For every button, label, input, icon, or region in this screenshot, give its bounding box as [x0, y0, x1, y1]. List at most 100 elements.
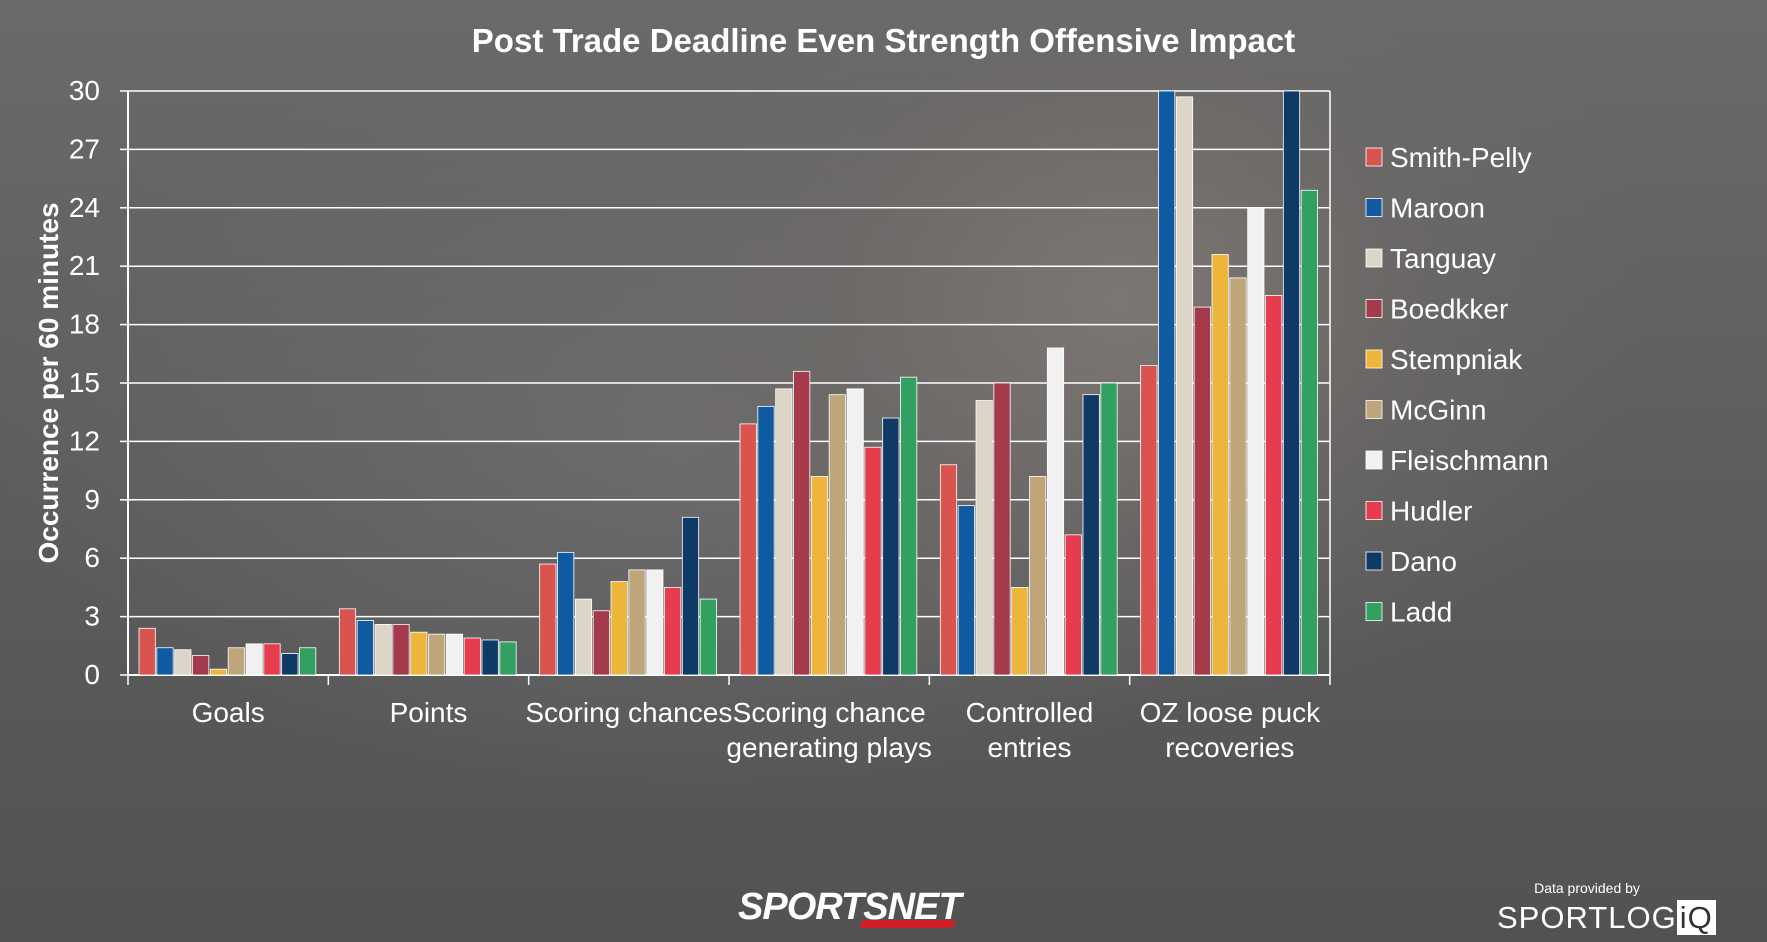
legend-label: Hudler: [1390, 496, 1472, 527]
y-tick-label: 12: [69, 425, 100, 456]
y-tick-label: 27: [69, 133, 100, 164]
sportsnet-swoosh-icon: [858, 920, 957, 928]
bar: [1140, 365, 1158, 676]
bar: [245, 643, 263, 676]
legend-swatch: [1365, 400, 1383, 419]
y-tick-label: 3: [84, 601, 100, 632]
bar: [539, 563, 557, 676]
bar: [499, 641, 517, 676]
bar: [1100, 382, 1118, 676]
bar: [138, 627, 156, 676]
y-tick-label: 0: [84, 659, 100, 690]
bar: [1029, 476, 1047, 676]
bar: [1064, 534, 1082, 676]
legend-label: Tanguay: [1390, 243, 1496, 274]
x-category-label: Controlled entries: [966, 697, 1094, 763]
bar: [592, 610, 610, 676]
bar: [828, 394, 846, 676]
bar: [299, 647, 317, 676]
bar: [1193, 306, 1211, 676]
bar: [192, 655, 210, 676]
bar: [975, 400, 993, 676]
bar: [410, 631, 428, 676]
legend-label: Dano: [1390, 546, 1457, 577]
legend-swatch: [1365, 147, 1383, 167]
x-category-label: Scoring chance generating plays: [726, 697, 931, 763]
bar: [1211, 254, 1229, 676]
bar: [1175, 96, 1194, 676]
bar: [1046, 347, 1065, 676]
bar: [463, 637, 481, 676]
sportlogiq-text: SPORTLOG: [1497, 900, 1677, 935]
bar: [209, 668, 228, 676]
bar: [374, 623, 392, 676]
y-tick-label: 18: [69, 309, 100, 340]
legend-label: Smith-Pelly: [1390, 142, 1532, 173]
legend-swatch: [1365, 198, 1383, 217]
y-tick-label: 6: [84, 542, 100, 573]
bar: [174, 649, 192, 676]
bar: [445, 633, 464, 676]
legend-swatch: [1365, 349, 1383, 369]
legend-swatch: [1365, 248, 1383, 268]
bar: [1282, 90, 1301, 676]
sportlogiq-iq: iQ: [1676, 900, 1716, 935]
legend-swatch: [1365, 551, 1383, 571]
bar: [646, 569, 664, 676]
x-category-label: Points: [390, 697, 468, 728]
bar: [356, 620, 374, 676]
bar: [810, 476, 829, 676]
bar: [628, 569, 646, 676]
y-tick-label: 21: [69, 250, 100, 281]
bar: [227, 647, 245, 676]
bar: [1011, 587, 1029, 676]
bar: [775, 388, 793, 676]
legend-swatch: [1365, 501, 1383, 520]
legend-swatch: [1365, 602, 1383, 621]
bar: [338, 608, 357, 676]
bar: [481, 639, 499, 676]
bar: [739, 423, 757, 676]
bar: [263, 643, 281, 676]
bar: [156, 647, 174, 676]
bar: [939, 464, 958, 676]
y-tick-label: 9: [84, 484, 100, 515]
legend-swatch: [1365, 450, 1383, 470]
bar: [1229, 277, 1247, 676]
x-category-label: Goals: [192, 697, 265, 728]
legend-label: Maroon: [1390, 193, 1485, 224]
y-tick-label: 15: [69, 367, 100, 398]
bar: [392, 623, 410, 676]
bar: [1300, 189, 1318, 676]
y-tick-label: 24: [69, 192, 100, 223]
bar: [1158, 90, 1176, 676]
chart-title: Post Trade Deadline Even Strength Offens…: [471, 22, 1296, 59]
bar: [757, 405, 775, 676]
bar: [557, 551, 575, 676]
bar: [610, 581, 628, 676]
bar: [574, 598, 593, 676]
y-axis-label: Occurrence per 60 minutes: [33, 202, 64, 563]
legend-label: Boedkker: [1390, 294, 1508, 325]
bar: [1082, 394, 1100, 676]
legend-label: Stempniak: [1390, 344, 1523, 375]
bar: [699, 598, 717, 676]
bar: [864, 446, 882, 676]
x-category-label: Scoring chances: [525, 697, 732, 728]
bar: [681, 516, 700, 676]
bar: [428, 633, 446, 676]
bar: [793, 370, 811, 676]
bar: [882, 417, 900, 676]
legend-label: Ladd: [1390, 597, 1452, 628]
x-category-label: OZ loose puck recoveries: [1140, 697, 1322, 763]
bar: [281, 653, 299, 676]
bar: [957, 505, 975, 676]
bar: [1265, 294, 1283, 676]
data-credit-label: Data provided by: [1534, 880, 1640, 896]
legend-label: Fleischmann: [1390, 445, 1549, 476]
bar: [900, 376, 918, 676]
legend-swatch: [1365, 299, 1383, 318]
bar: [993, 382, 1011, 676]
